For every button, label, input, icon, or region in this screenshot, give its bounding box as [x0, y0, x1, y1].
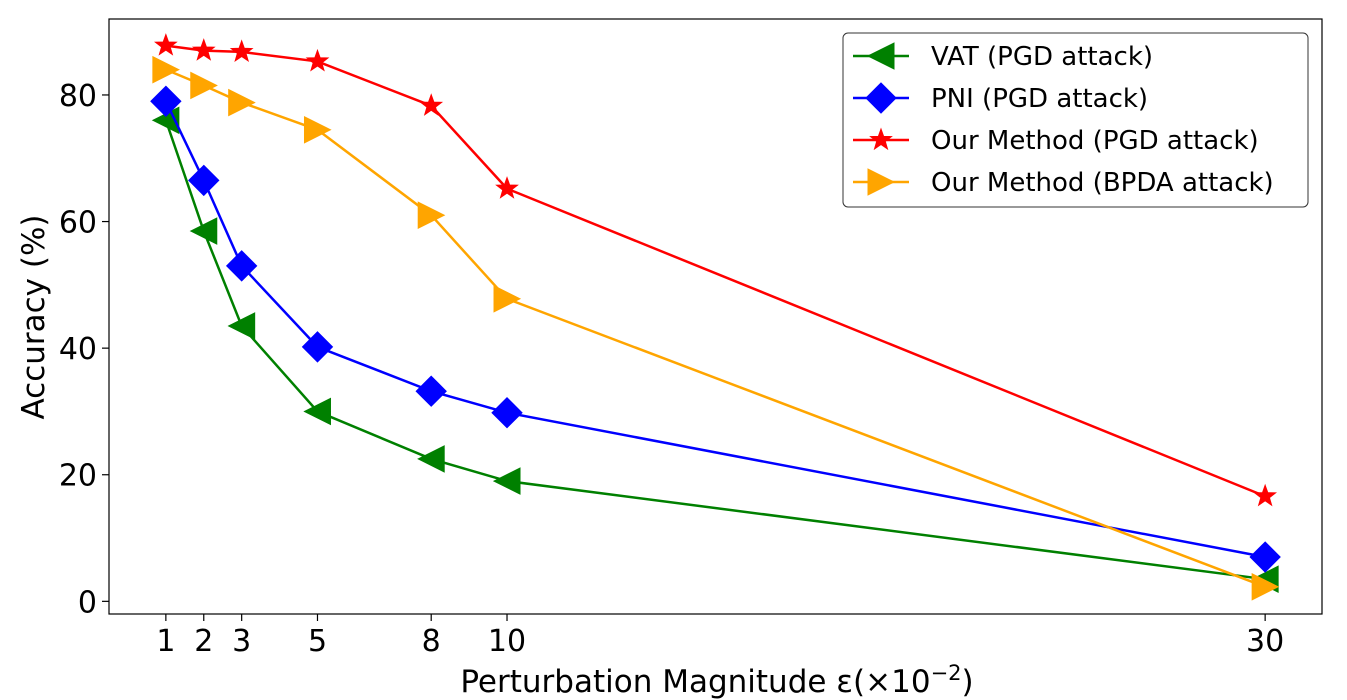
x-tick-label: 1 [156, 624, 175, 659]
data-point [190, 71, 218, 100]
legend-entry: PNI (PGD attack) [853, 82, 1148, 114]
data-point [152, 55, 180, 84]
x-axis-title-main: Perturbation Magnitude ε(×10 [460, 664, 930, 700]
plot-frame [108, 18, 1323, 615]
data-point [417, 445, 445, 473]
data-point [305, 48, 330, 72]
y-tick-label: 20 [59, 459, 97, 494]
legend-box [842, 32, 1309, 208]
series-1 [150, 85, 1281, 573]
data-point [301, 331, 334, 363]
legend-marker [867, 168, 896, 196]
data-point [225, 250, 258, 282]
y-axis: 0 20 40 60 80 [59, 79, 109, 620]
data-point [227, 312, 256, 340]
legend-marker [866, 42, 895, 70]
x-tick-label: 5 [308, 624, 327, 659]
x-axis-title: Perturbation Magnitude ε(×10−2) [460, 661, 973, 700]
y-tick-label: 0 [78, 585, 97, 620]
legend-entry: Our Method (PGD attack) [853, 126, 1259, 156]
data-point [229, 39, 254, 63]
data-point [150, 85, 182, 117]
data-point [493, 284, 522, 313]
y-axis-title: Accuracy (%) [16, 214, 52, 419]
legend-marker [865, 82, 897, 114]
legend-entry: Our Method (BPDA attack) [853, 168, 1274, 198]
data-point [415, 375, 447, 407]
legend-label: VAT (PGD attack) [931, 42, 1153, 72]
data-point [153, 33, 178, 56]
data-point [303, 115, 332, 144]
x-axis-title-exponent: −2 [931, 661, 962, 685]
data-point [189, 217, 218, 245]
x-axis: 1 2 3 5 8 10 30 [156, 614, 1284, 659]
series-2 [153, 33, 1278, 507]
data-point [303, 397, 331, 426]
y-tick-label: 40 [59, 332, 97, 367]
legend-marker [869, 127, 893, 151]
x-tick-label: 30 [1246, 624, 1284, 659]
y-tick-label: 80 [59, 79, 97, 114]
y-tick-label: 60 [59, 206, 97, 241]
x-tick-label: 10 [488, 624, 526, 659]
legend: VAT (PGD attack) PNI (PGD attack) Our Meth… [842, 32, 1309, 208]
x-tick-label: 8 [422, 624, 441, 659]
legend-entry: VAT (PGD attack) [853, 42, 1153, 72]
data-point [1253, 483, 1278, 507]
data-point [495, 176, 519, 199]
data-point [492, 467, 521, 495]
data-point [491, 397, 523, 429]
x-tick-label: 3 [232, 624, 251, 659]
legend-label: Our Method (BPDA attack) [931, 168, 1274, 198]
data-point [228, 88, 256, 117]
data-point [191, 38, 216, 61]
series-layer [150, 33, 1281, 601]
data-point [1249, 541, 1281, 573]
legend-label: PNI (PGD attack) [931, 84, 1148, 114]
data-point [188, 164, 220, 197]
series-3 [152, 55, 1280, 601]
data-point [419, 93, 444, 116]
x-axis-title-close: ) [962, 664, 974, 700]
x-tick-label: 2 [194, 624, 213, 659]
data-point [417, 201, 446, 230]
legend-label: Our Method (PGD attack) [931, 126, 1259, 156]
data-point [1251, 572, 1280, 601]
